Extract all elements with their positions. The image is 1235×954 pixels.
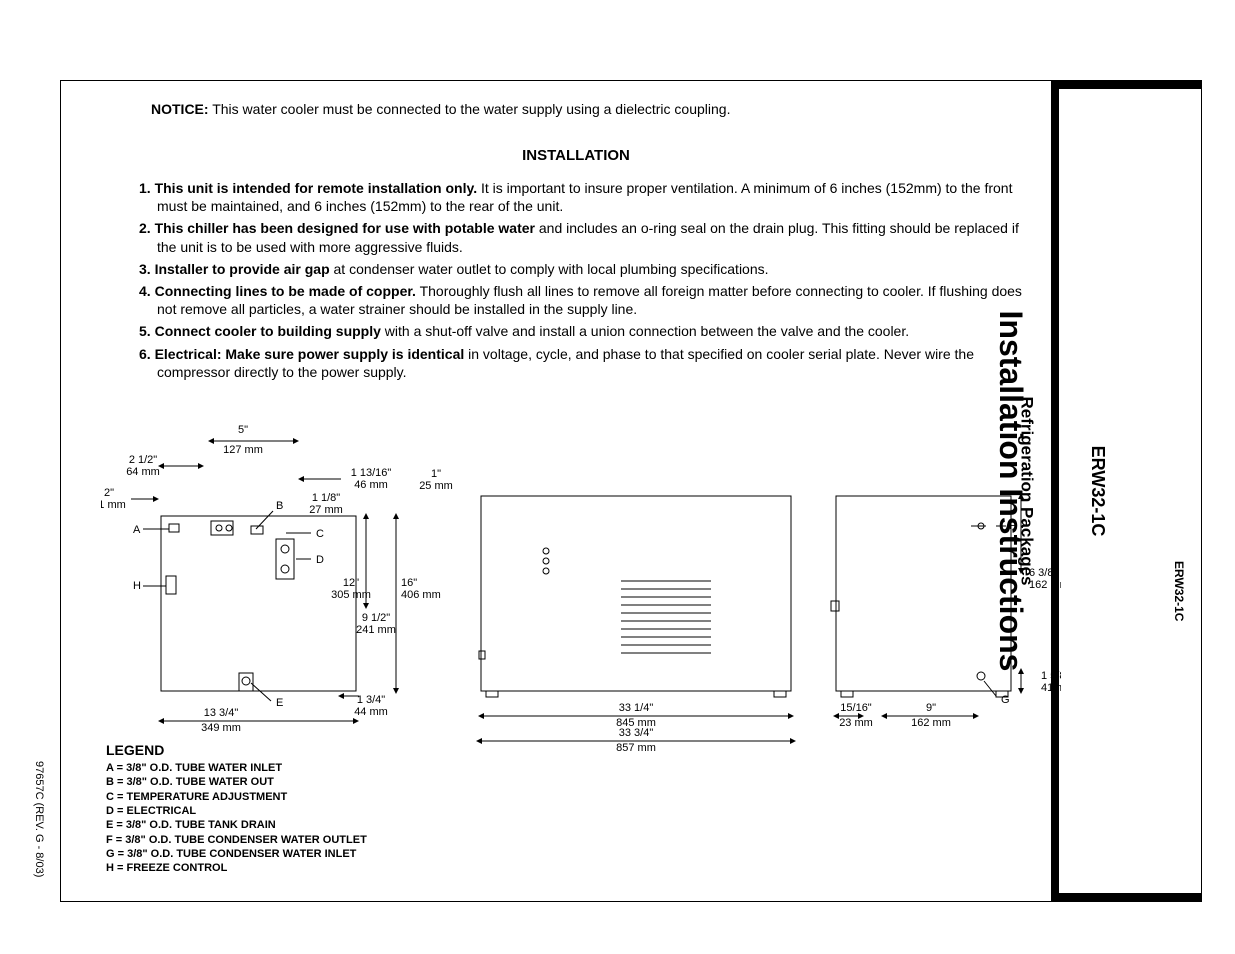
svg-text:13 3/4": 13 3/4" (204, 707, 239, 719)
legend-item: H = FREEZE CONTROL (106, 861, 367, 875)
svg-text:127 mm: 127 mm (223, 444, 263, 456)
svg-text:1 13/16": 1 13/16" (351, 467, 392, 479)
svg-text:9": 9" (926, 702, 936, 714)
notice-line: NOTICE: This water cooler must be connec… (151, 101, 1001, 117)
svg-text:406 mm: 406 mm (401, 589, 441, 601)
svg-text:2": 2" (104, 487, 114, 499)
revision-label: 97657C (REV. G - 8/03) (33, 761, 45, 877)
outside-model-label: ERW32-1C (1172, 561, 1186, 621)
svg-text:12": 12" (343, 577, 359, 589)
legend-item: D = ELECTRICAL (106, 804, 367, 818)
svg-text:5": 5" (238, 424, 248, 436)
legend-title: LEGEND (106, 741, 367, 759)
svg-text:1 5/8": 1 5/8" (1041, 670, 1061, 682)
svg-text:1 3/4": 1 3/4" (357, 694, 385, 706)
notice-text: This water cooler must be connected to t… (212, 101, 730, 117)
top-view: A B C D H E 5" 127 mm 2 1/2" 64 mm 2" (101, 424, 453, 734)
step-4: 4. Connecting lines to be made of copper… (121, 282, 1031, 318)
content-area: NOTICE: This water cooler must be connec… (121, 91, 1031, 385)
step-6: 6. Electrical: Make sure power supply is… (121, 345, 1031, 381)
svg-text:A: A (133, 524, 141, 536)
svg-text:25 mm: 25 mm (419, 480, 453, 492)
svg-text:241 mm: 241 mm (356, 624, 396, 636)
svg-text:41 mm: 41 mm (1041, 682, 1061, 694)
front-view: 33 1/4" 845 mm 33 3/4" 857 mm (479, 496, 793, 751)
svg-text:C: C (316, 528, 324, 540)
legend-item: F = 3/8" O.D. TUBE CONDENSER WATER OUTLE… (106, 833, 367, 847)
legend: LEGEND A = 3/8" O.D. TUBE WATER INLET B … (106, 741, 367, 876)
svg-text:23 mm: 23 mm (839, 717, 873, 729)
svg-text:6 3/8": 6 3/8" (1029, 567, 1057, 579)
diagram-area: A B C D H E 5" 127 mm 2 1/2" 64 mm 2" (101, 421, 1061, 751)
svg-text:2 1/2": 2 1/2" (129, 454, 157, 466)
svg-text:64 mm: 64 mm (126, 466, 160, 478)
legend-item: G = 3/8" O.D. TUBE CONDENSER WATER INLET (106, 847, 367, 861)
model-number: ERW32-1C (1087, 446, 1108, 537)
svg-text:F: F (1009, 520, 1016, 532)
svg-text:B: B (276, 500, 283, 512)
svg-text:162 mm: 162 mm (911, 717, 951, 729)
svg-text:46 mm: 46 mm (354, 479, 388, 491)
legend-item: A = 3/8" O.D. TUBE WATER INLET (106, 761, 367, 775)
installation-steps: 1. This unit is intended for remote inst… (121, 179, 1031, 381)
svg-text:33 1/4": 33 1/4" (619, 702, 654, 714)
svg-text:15/16": 15/16" (840, 702, 872, 714)
side-view: F G 6 3/8" 162 mm 1 5/8" 41 mm 9" 162 mm… (831, 496, 1061, 729)
title-block: Installation Instructions ERW32-1C Refri… (1051, 81, 1201, 901)
svg-text:E: E (276, 697, 283, 709)
legend-item: B = 3/8" O.D. TUBE WATER OUT (106, 775, 367, 789)
page-border: Installation Instructions ERW32-1C Refri… (60, 80, 1202, 902)
svg-text:51 mm: 51 mm (101, 499, 126, 511)
svg-text:305 mm: 305 mm (331, 589, 371, 601)
svg-text:1": 1" (431, 468, 441, 480)
installation-heading: INSTALLATION (121, 147, 1031, 164)
step-2: 2. This chiller has been designed for us… (121, 219, 1031, 255)
svg-text:9 1/2": 9 1/2" (362, 612, 390, 624)
step-5: 5. Connect cooler to building supply wit… (121, 322, 1031, 340)
svg-text:16": 16" (401, 577, 417, 589)
legend-item: C = TEMPERATURE ADJUSTMENT (106, 790, 367, 804)
svg-text:H: H (133, 580, 141, 592)
step-3: 3. Installer to provide air gap at conde… (121, 260, 1031, 278)
svg-text:857 mm: 857 mm (616, 742, 656, 751)
svg-text:162 mm: 162 mm (1029, 579, 1061, 591)
technical-drawing: A B C D H E 5" 127 mm 2 1/2" 64 mm 2" (101, 421, 1061, 751)
svg-text:349 mm: 349 mm (201, 722, 241, 734)
svg-text:27 mm: 27 mm (309, 504, 343, 516)
svg-text:D: D (316, 554, 324, 566)
svg-text:1 1/8": 1 1/8" (312, 492, 340, 504)
svg-text:44 mm: 44 mm (354, 706, 388, 718)
legend-item: E = 3/8" O.D. TUBE TANK DRAIN (106, 818, 367, 832)
notice-label: NOTICE: (151, 101, 209, 117)
svg-text:33 3/4": 33 3/4" (619, 727, 654, 739)
step-1: 1. This unit is intended for remote inst… (121, 179, 1031, 215)
